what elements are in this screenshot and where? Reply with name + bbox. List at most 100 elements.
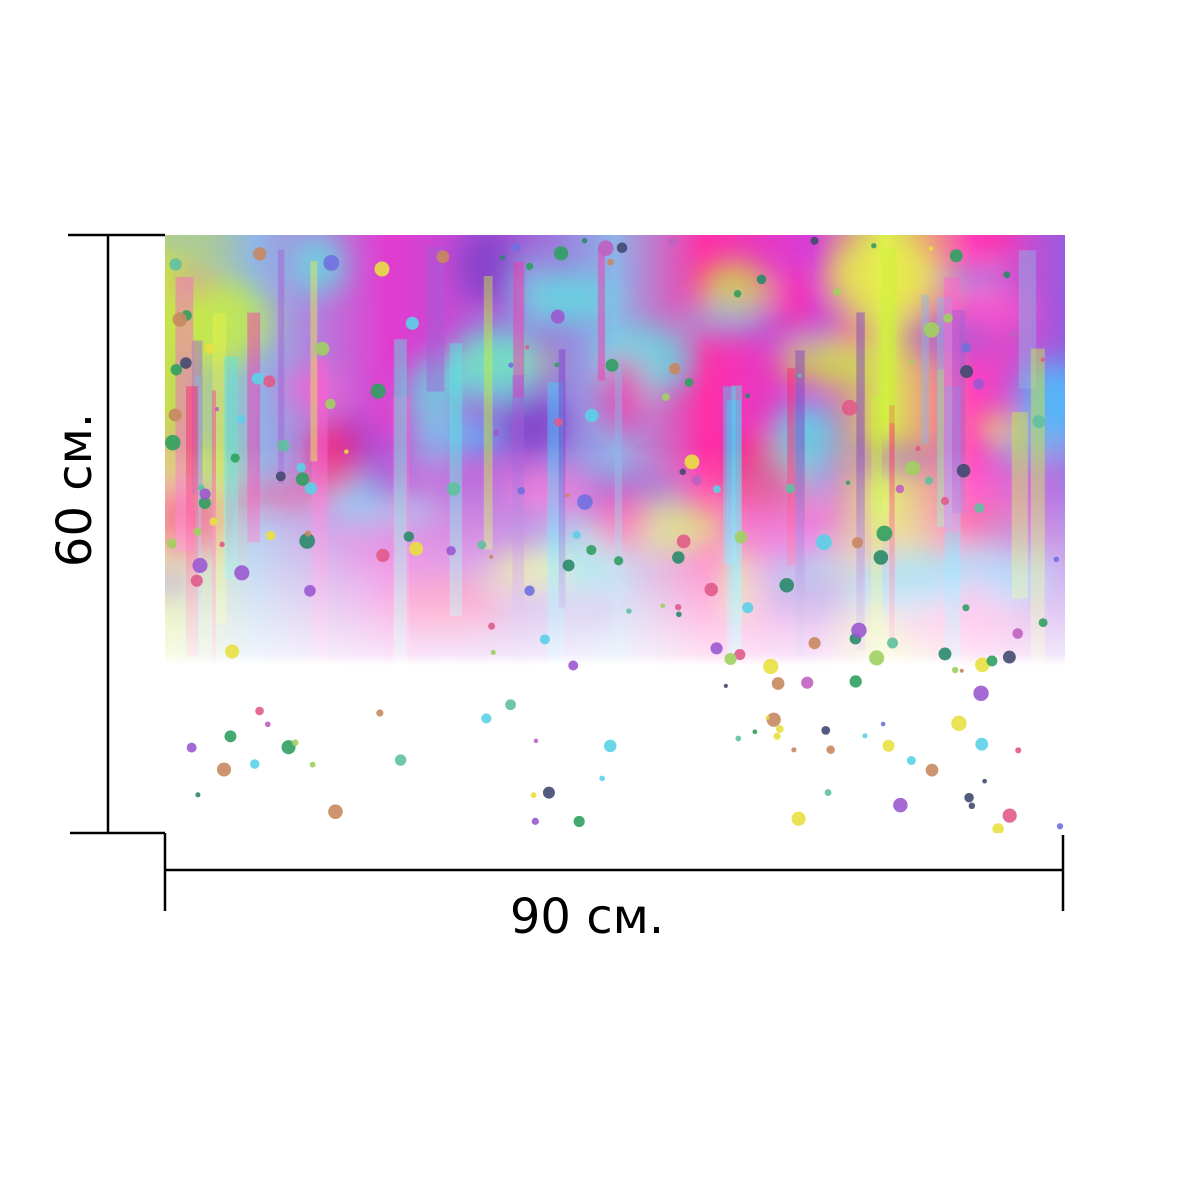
decor	[1053, 556, 1060, 563]
decor	[925, 763, 939, 777]
decor	[304, 584, 316, 597]
decor	[572, 530, 581, 539]
decor	[940, 496, 949, 506]
decor	[225, 644, 240, 659]
decor	[973, 378, 985, 390]
decor	[766, 712, 781, 727]
decor	[626, 608, 632, 614]
decor	[975, 737, 989, 751]
decor	[810, 236, 819, 245]
decor	[974, 503, 985, 513]
decor	[586, 544, 597, 556]
decor	[735, 735, 742, 742]
width-label: 90 см.	[510, 889, 664, 945]
decor	[255, 706, 264, 716]
decor	[1040, 357, 1045, 362]
decor	[204, 343, 216, 354]
decor	[209, 517, 218, 526]
decor	[234, 565, 250, 581]
decor	[180, 357, 192, 369]
decor	[344, 449, 349, 454]
decor	[614, 556, 624, 566]
decor	[691, 474, 703, 486]
decor	[785, 483, 796, 494]
decor	[676, 611, 682, 618]
decor	[801, 676, 814, 689]
decor	[765, 715, 770, 720]
decor	[959, 668, 964, 673]
decor	[1038, 618, 1048, 628]
decor	[851, 537, 863, 549]
decor	[928, 246, 934, 251]
decor	[508, 362, 514, 368]
decor	[973, 685, 989, 702]
decor	[756, 274, 767, 285]
decor	[446, 482, 461, 496]
decor	[851, 622, 867, 638]
decor	[1002, 808, 1017, 823]
decor	[1003, 271, 1011, 279]
decor	[553, 246, 569, 261]
decor	[887, 637, 899, 649]
decor	[862, 733, 868, 739]
decor	[791, 811, 806, 826]
decor	[493, 429, 500, 437]
decor	[771, 677, 785, 690]
decor	[409, 541, 424, 556]
decor	[962, 604, 970, 612]
decor	[660, 603, 666, 609]
decor	[704, 582, 719, 597]
decor	[672, 551, 685, 564]
decor	[446, 546, 456, 556]
decor	[1056, 823, 1064, 830]
decor	[713, 485, 721, 494]
decor	[304, 530, 312, 537]
artwork	[165, 235, 1065, 833]
decor	[909, 358, 915, 364]
decor	[325, 398, 336, 410]
decor	[906, 755, 916, 766]
decor	[539, 634, 550, 645]
decor	[394, 754, 407, 766]
decor	[815, 534, 832, 551]
decor	[490, 649, 496, 655]
decor	[821, 725, 831, 735]
decor	[661, 393, 670, 402]
decor	[905, 460, 920, 476]
decor	[733, 290, 742, 298]
decor	[315, 341, 330, 356]
decor	[190, 574, 203, 587]
decor	[679, 468, 686, 476]
decor	[531, 817, 539, 825]
decor	[299, 533, 316, 549]
decor	[1009, 330, 1017, 338]
decor	[525, 345, 530, 350]
decor	[195, 792, 201, 798]
decor	[1002, 650, 1016, 664]
decor	[169, 258, 182, 271]
decor	[667, 237, 678, 247]
decor	[573, 815, 585, 828]
decor	[895, 484, 905, 494]
decor	[517, 486, 525, 495]
decor	[216, 762, 232, 777]
decor	[230, 453, 240, 463]
decor	[616, 242, 628, 253]
decor	[1015, 747, 1022, 754]
decor	[193, 527, 202, 536]
decor	[436, 250, 450, 264]
decor	[603, 739, 617, 753]
decor	[915, 445, 921, 452]
decor	[833, 288, 841, 296]
decor	[192, 557, 208, 573]
decor	[277, 439, 290, 452]
decor	[849, 675, 862, 688]
decor	[512, 242, 521, 252]
decor	[880, 721, 886, 727]
decor	[374, 261, 390, 277]
decor	[295, 472, 310, 486]
decor	[951, 715, 967, 731]
